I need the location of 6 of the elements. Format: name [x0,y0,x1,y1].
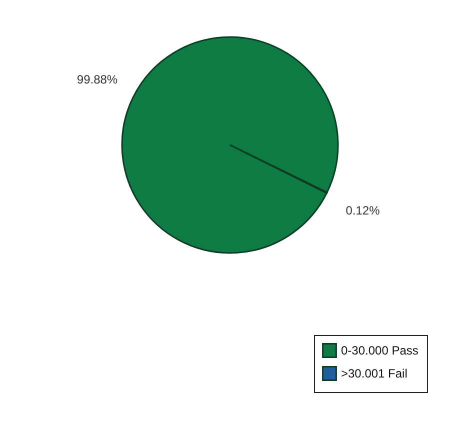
pie-slice [229,144,328,194]
data-label: 0.12% [346,203,380,218]
legend-label: 0-30.000 Pass [341,344,418,358]
data-label: 99.88% [76,72,118,87]
legend-label: >30.001 Fail [341,366,408,380]
pie-slice [121,36,339,254]
